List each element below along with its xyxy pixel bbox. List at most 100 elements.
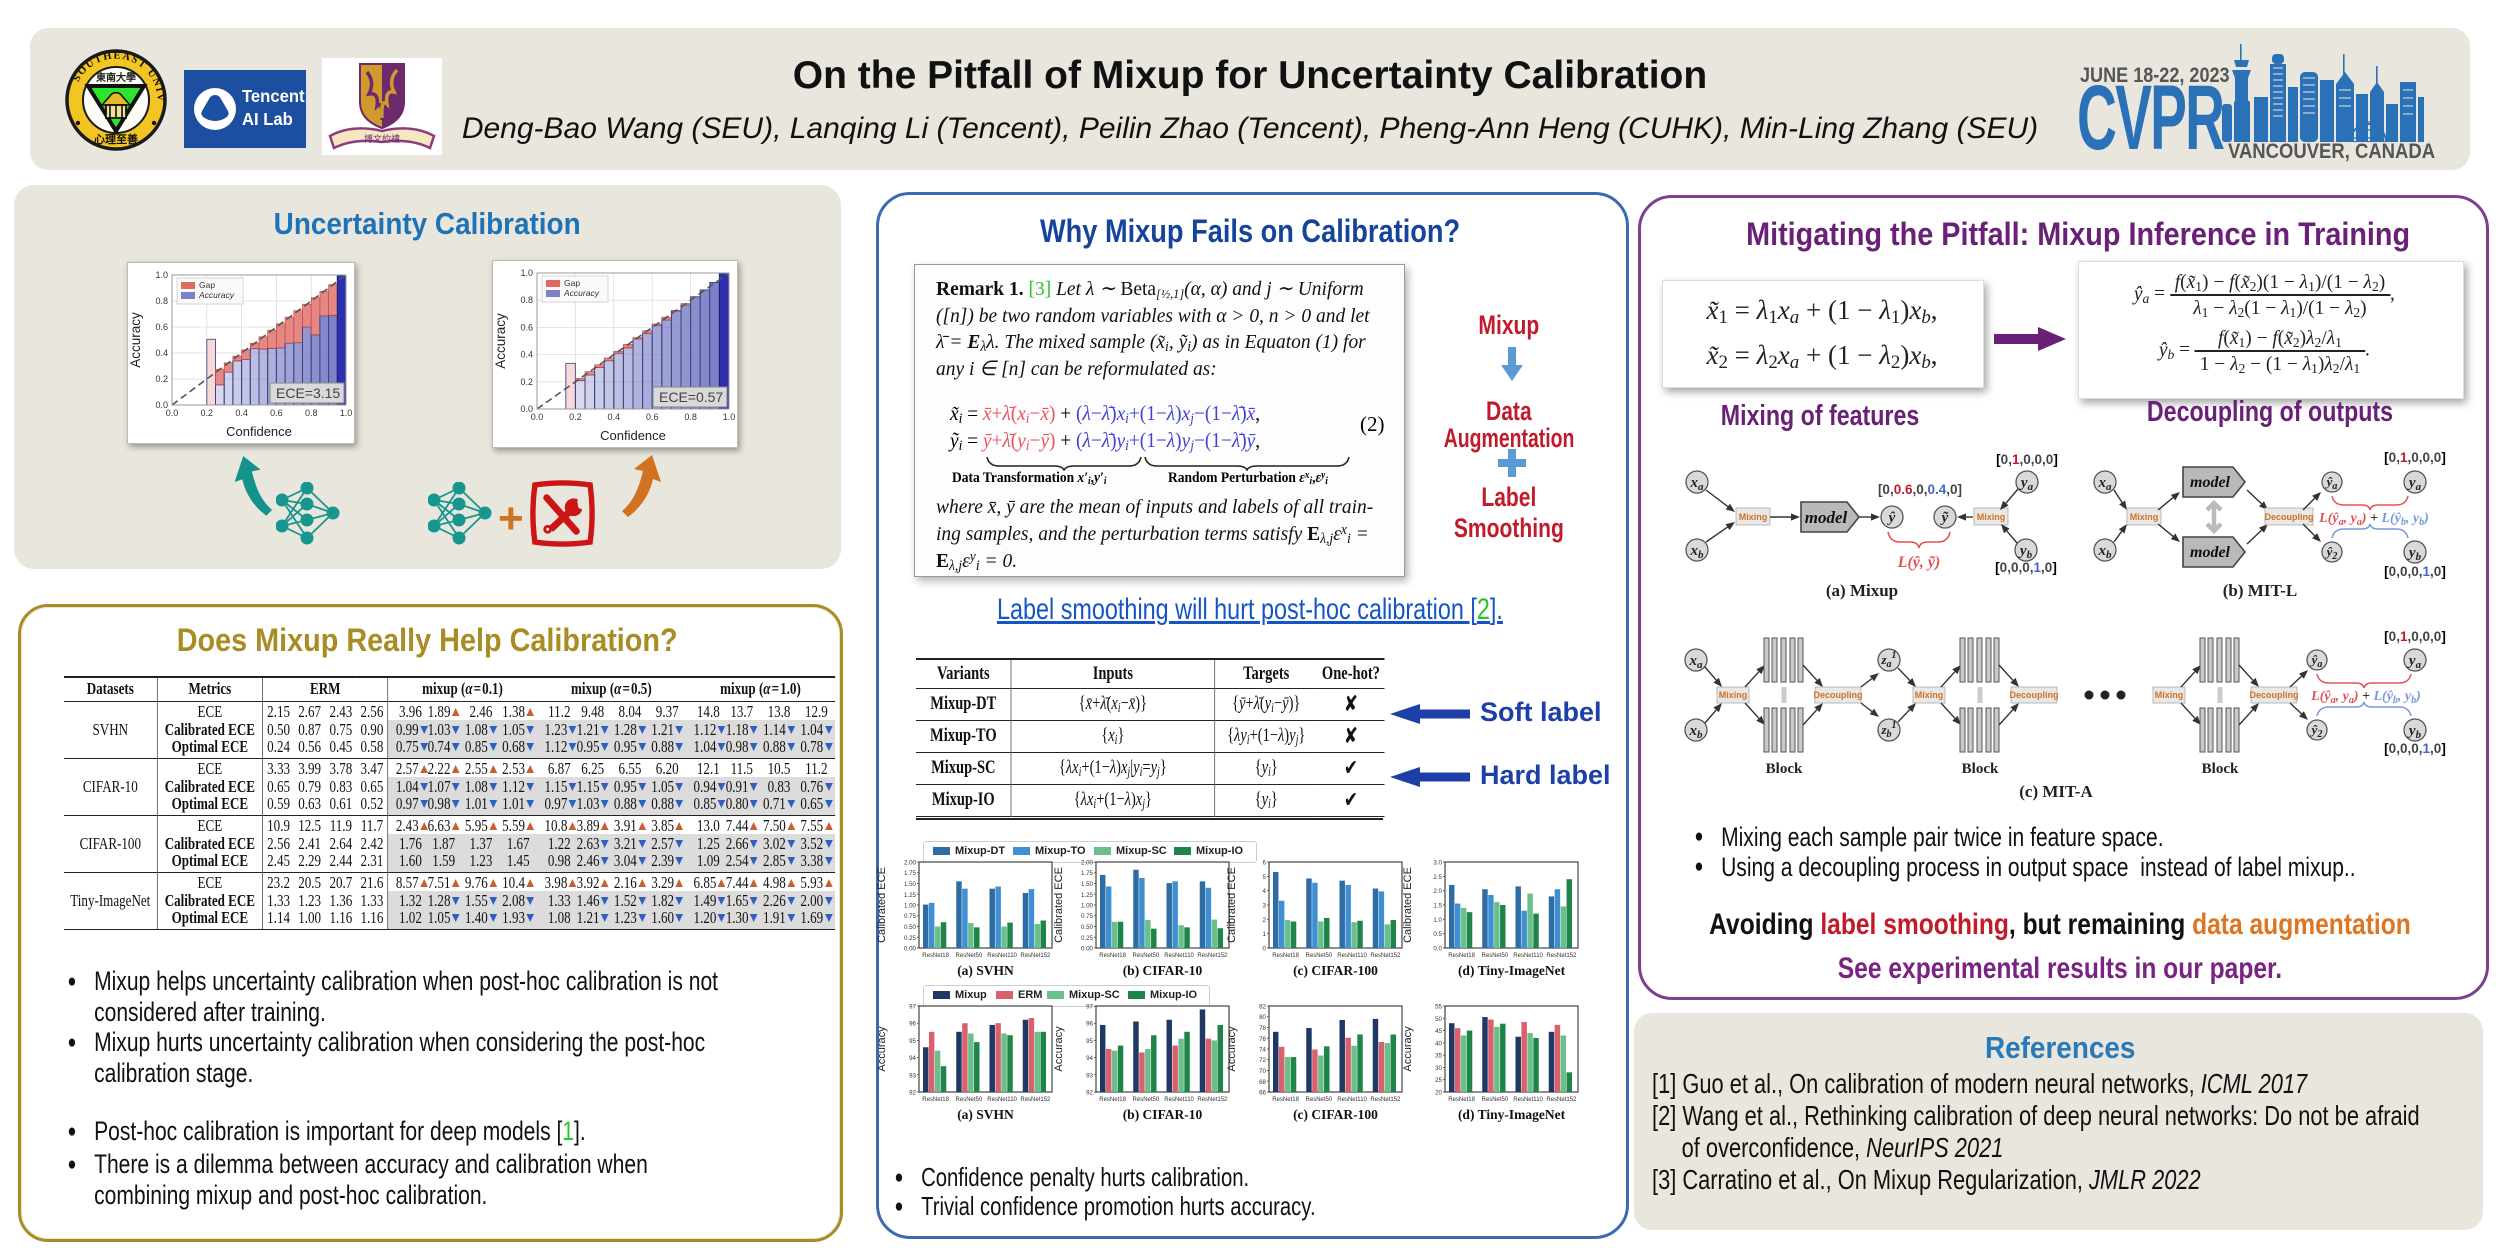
svg-text:Accuracy: Accuracy <box>128 312 143 368</box>
svg-text:(b) CIFAR-10: (b) CIFAR-10 <box>1123 963 1203 978</box>
svg-text:1.75: 1.75 <box>1081 870 1094 877</box>
svg-text:0.6: 0.6 <box>646 412 659 422</box>
svg-text:95: 95 <box>909 1038 916 1045</box>
svg-text:55: 55 <box>1435 1004 1442 1011</box>
svg-text:ResNet110: ResNet110 <box>1513 1097 1543 1103</box>
svg-text:ResNet18: ResNet18 <box>922 1097 949 1103</box>
svg-text:ŷ: ŷ <box>1887 510 1896 526</box>
svg-text:0.0: 0.0 <box>531 412 544 422</box>
svg-text:78: 78 <box>1259 1025 1266 1032</box>
svg-text:4: 4 <box>1263 888 1267 895</box>
svg-text:0.50: 0.50 <box>904 924 917 931</box>
svg-text:model: model <box>2190 544 2231 561</box>
svg-text:[0,0.6,0,0.4,0]: [0,0.6,0,0.4,0] <box>1878 482 1962 497</box>
svg-text:0.8: 0.8 <box>155 296 168 306</box>
svg-text:ResNet18: ResNet18 <box>1099 953 1126 959</box>
svg-text:[0,1,0,0,0]: [0,1,0,0,0] <box>1996 452 2058 467</box>
svg-text:3.0: 3.0 <box>1433 860 1442 867</box>
svg-text:25: 25 <box>1435 1077 1442 1084</box>
svg-text:(a) SVHN: (a) SVHN <box>957 963 1014 978</box>
svg-text:92: 92 <box>1086 1090 1093 1097</box>
svg-text:1.0: 1.0 <box>155 270 168 280</box>
svg-text:ResNet152: ResNet152 <box>1546 953 1577 959</box>
svg-text:0.4: 0.4 <box>235 408 248 418</box>
svg-text:72: 72 <box>1259 1057 1266 1064</box>
svg-text:0.8: 0.8 <box>520 295 533 305</box>
svg-text:0.0: 0.0 <box>166 408 179 418</box>
svg-text:96: 96 <box>1086 1021 1093 1028</box>
svg-text:1.0: 1.0 <box>340 408 353 418</box>
svg-text:[0,0,0,1,0]: [0,0,0,1,0] <box>2384 741 2446 756</box>
svg-text:ResNet50: ResNet50 <box>956 953 983 959</box>
svg-text:(d) Tiny-ImageNet: (d) Tiny-ImageNet <box>1458 963 1566 978</box>
svg-text:Accuracy: Accuracy <box>1053 1026 1065 1072</box>
svg-text:(d) Tiny-ImageNet: (d) Tiny-ImageNet <box>1458 1107 1566 1122</box>
svg-text:76: 76 <box>1259 1036 1266 1043</box>
svg-text:2.00: 2.00 <box>1081 860 1094 867</box>
svg-text:ResNet152: ResNet152 <box>1197 953 1228 959</box>
svg-text:Mixing: Mixing <box>2155 690 2184 700</box>
svg-text:ResNet152: ResNet152 <box>1020 1097 1051 1103</box>
svg-text:ResNet50: ResNet50 <box>956 1097 983 1103</box>
svg-text:93: 93 <box>909 1072 916 1079</box>
svg-text:96: 96 <box>909 1021 916 1028</box>
svg-text:Gap: Gap <box>199 280 215 290</box>
svg-text:Accuracy: Accuracy <box>493 313 508 369</box>
svg-text:model: model <box>2190 474 2231 491</box>
svg-text:ResNet110: ResNet110 <box>1513 953 1543 959</box>
svg-text:Accuracy: Accuracy <box>198 290 235 300</box>
svg-text:ResNet152: ResNet152 <box>1546 1097 1577 1103</box>
svg-text:Accuracy: Accuracy <box>563 288 600 298</box>
svg-text:0.2: 0.2 <box>201 408 214 418</box>
svg-text:0.0: 0.0 <box>1433 946 1442 953</box>
svg-text:2: 2 <box>1263 917 1267 924</box>
svg-text:Decoupling: Decoupling <box>1814 690 1863 700</box>
svg-text:0.6: 0.6 <box>520 322 533 332</box>
svg-text:ResNet152: ResNet152 <box>1370 953 1401 959</box>
svg-text:0.50: 0.50 <box>1081 924 1094 931</box>
svg-text:Mixing: Mixing <box>1719 690 1748 700</box>
svg-text:0.5: 0.5 <box>1433 931 1442 938</box>
svg-text:Block: Block <box>2202 761 2239 777</box>
svg-text:1.0: 1.0 <box>1433 917 1442 924</box>
svg-text:74: 74 <box>1259 1047 1266 1054</box>
svg-text:94: 94 <box>909 1055 916 1062</box>
svg-text:1.25: 1.25 <box>1081 892 1094 899</box>
svg-text:L(ŷa, ya) + L(ŷb, yb): L(ŷa, ya) + L(ŷb, yb) <box>2318 511 2429 528</box>
svg-text:0.4: 0.4 <box>608 412 621 422</box>
svg-text:ResNet110: ResNet110 <box>1164 1097 1194 1103</box>
svg-text:ResNet152: ResNet152 <box>1197 1097 1228 1103</box>
svg-text:[0,1,0,0,0]: [0,1,0,0,0] <box>2384 450 2446 465</box>
svg-text:ResNet50: ResNet50 <box>1133 1097 1160 1103</box>
svg-text:1.25: 1.25 <box>904 892 917 899</box>
svg-text:97: 97 <box>1086 1004 1093 1011</box>
svg-text:0.6: 0.6 <box>270 408 283 418</box>
svg-text:50: 50 <box>1435 1016 1442 1023</box>
svg-text:1.50: 1.50 <box>904 881 917 888</box>
svg-text:Decoupling: Decoupling <box>2265 512 2314 522</box>
svg-text:[0,1,0,0,0]: [0,1,0,0,0] <box>2384 629 2446 644</box>
svg-text:(c) CIFAR-100: (c) CIFAR-100 <box>1293 1107 1378 1122</box>
svg-text:1.5: 1.5 <box>1433 903 1442 910</box>
svg-text:2.5: 2.5 <box>1433 874 1442 881</box>
svg-text:ResNet110: ResNet110 <box>987 953 1017 959</box>
svg-text:Accuracy: Accuracy <box>1226 1026 1238 1072</box>
svg-text:ResNet50: ResNet50 <box>1482 1097 1509 1103</box>
svg-text:Mixing: Mixing <box>2130 512 2159 522</box>
svg-text:Confidence: Confidence <box>600 428 666 443</box>
svg-text:1.00: 1.00 <box>1081 903 1094 910</box>
svg-text:40: 40 <box>1435 1040 1442 1047</box>
svg-text:0: 0 <box>1263 946 1267 953</box>
svg-text:博文約禮: 博文約禮 <box>364 133 400 144</box>
svg-text:70: 70 <box>1259 1068 1266 1075</box>
svg-text:0.8: 0.8 <box>305 408 318 418</box>
svg-text:ResNet50: ResNet50 <box>1306 953 1333 959</box>
svg-text:Mixing: Mixing <box>1915 690 1944 700</box>
svg-text:[0,0,0,1,0]: [0,0,0,1,0] <box>1995 560 2057 575</box>
svg-text:5: 5 <box>1263 874 1267 881</box>
svg-text:0.75: 0.75 <box>1081 913 1094 920</box>
svg-text:心理至善: 心理至善 <box>94 132 138 146</box>
svg-text:0.2: 0.2 <box>569 412 582 422</box>
svg-text:1.00: 1.00 <box>904 903 917 910</box>
svg-text:1.50: 1.50 <box>1081 881 1094 888</box>
